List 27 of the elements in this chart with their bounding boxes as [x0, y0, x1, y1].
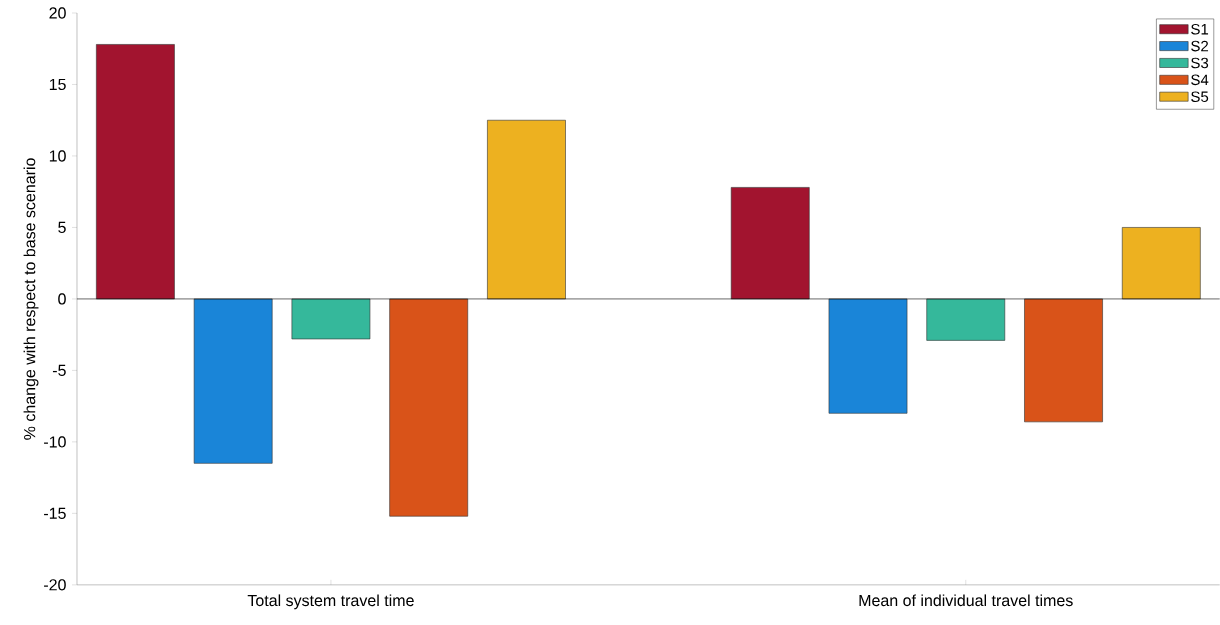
legend-label: S4: [1191, 74, 1209, 86]
bar: [291, 298, 371, 340]
y-tick-label: -15: [44, 507, 66, 520]
y-tick-label: 10: [49, 150, 66, 162]
x-tick-label: Total system travel time: [247, 594, 414, 610]
y-axis-title: % change with respect to base scenario: [23, 158, 39, 440]
bar: [828, 298, 908, 414]
bar: [1121, 227, 1201, 300]
bar: [193, 298, 273, 464]
y-tick-label: -10: [44, 436, 66, 448]
bar: [730, 187, 810, 300]
y-tick-label: 0: [58, 293, 66, 305]
legend-label: S1: [1191, 23, 1209, 35]
bar: [389, 298, 469, 517]
x-tick-label: Mean of individual travel times: [859, 594, 1073, 607]
bar: [1024, 298, 1103, 423]
y-tick-label: 5: [58, 221, 66, 234]
y-tick-label: 15: [49, 78, 66, 91]
bar: [96, 44, 175, 300]
legend-label: S5: [1191, 91, 1209, 103]
bar: [926, 298, 1006, 341]
y-tick-label: -5: [52, 364, 66, 377]
y-tick-label: -20: [44, 579, 66, 591]
legend-label: S3: [1191, 57, 1209, 69]
bar: [487, 120, 566, 300]
legend-label: S2: [1191, 40, 1209, 52]
y-tick-label: 20: [49, 7, 66, 19]
